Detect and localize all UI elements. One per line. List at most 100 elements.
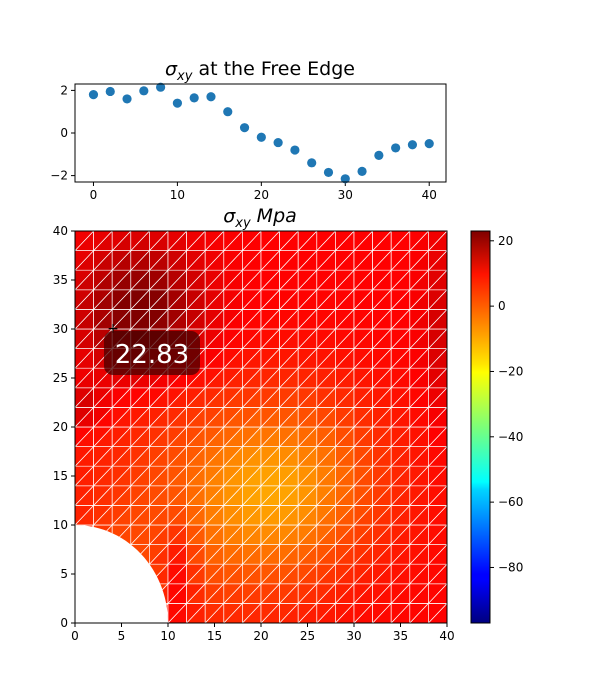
mesh-element [75, 582, 94, 604]
mesh-element [111, 231, 132, 252]
heatmap-y-tick-label: 35 [53, 273, 68, 287]
mesh-element [129, 602, 150, 623]
top-x-tick-label: 20 [254, 188, 269, 202]
mesh-element [75, 563, 95, 585]
data-point [172, 98, 183, 108]
data-point [105, 86, 115, 97]
mesh-element [130, 603, 151, 623]
colorbar-tick-label: −40 [498, 430, 523, 444]
heatmap-y-tick-label: 10 [53, 518, 68, 532]
top-chart-points [88, 82, 434, 184]
mesh-element [260, 231, 281, 252]
heatmap-x-tick-label: 30 [346, 629, 361, 643]
mesh-element [111, 544, 132, 566]
mesh-element [149, 603, 169, 623]
top-title-sub: xy [176, 69, 193, 84]
data-point [340, 174, 350, 184]
data-point [206, 92, 216, 102]
mesh-element [242, 231, 262, 252]
heatmap-y-tick-label: 30 [53, 322, 68, 336]
colorbar-tick-label: 20 [498, 234, 513, 248]
data-point [156, 82, 166, 92]
data-point [189, 93, 199, 103]
top-x-tick-label: 40 [422, 188, 437, 202]
mesh-element [167, 231, 188, 252]
mesh-element [75, 231, 95, 252]
data-point [223, 107, 233, 117]
heatmap-x-tick-label: 25 [300, 629, 315, 643]
mesh-element [130, 583, 151, 605]
heatmap-ticks: 0 5 10 15 20 25 30 35 40 0 5 10 15 20 25 30 35 40 [53, 224, 455, 643]
data-point [256, 132, 266, 142]
mesh-element [75, 563, 94, 585]
data-point [139, 86, 149, 96]
top-x-tick-label: 0 [90, 188, 98, 202]
mesh-element [130, 563, 151, 585]
mesh-element [93, 583, 114, 605]
colorbar-tick-label: −80 [498, 560, 523, 574]
data-point [239, 123, 250, 133]
mesh-element [223, 231, 244, 252]
top-y-tick-label: 2 [60, 83, 68, 97]
heatmap-title-rest: Mpa [251, 205, 297, 227]
data-point [424, 139, 434, 149]
mesh-element [297, 231, 318, 252]
mesh-element [93, 231, 114, 252]
colorbar-tick-label: −60 [498, 495, 523, 509]
mesh-element [75, 524, 95, 546]
top-chart-frame [74, 83, 447, 183]
top-chart-title: σxy at the Free Edge [165, 58, 355, 84]
mesh-element [111, 543, 132, 565]
colorbar-tick-label: −20 [498, 364, 523, 378]
data-point [290, 145, 300, 155]
mesh-element [316, 231, 337, 252]
top-x-tick-label: 10 [170, 188, 185, 202]
data-point [374, 150, 384, 160]
mesh-element [93, 544, 114, 566]
heatmap-x-tick-label: 5 [118, 629, 126, 643]
mesh-element [353, 231, 374, 252]
heatmap-y-tick-label: 5 [60, 567, 68, 581]
top-chart-ticks: 0 10 20 30 40 −2 0 2 [50, 83, 437, 202]
colorbar-ticks: 20 0 −20 −40 −60 −80 [490, 234, 523, 574]
mesh-element [186, 231, 207, 252]
data-point [307, 158, 317, 168]
mesh-element [75, 583, 95, 605]
mesh-element [372, 231, 393, 252]
heatmap-title-sigma: σ [223, 205, 236, 227]
mesh-element [92, 582, 113, 604]
data-point [323, 167, 334, 178]
colorbar-tick-label: 0 [498, 299, 506, 313]
heatmap-mesh [75, 231, 447, 623]
mesh-element [111, 582, 132, 604]
mesh-element [111, 583, 132, 605]
heatmap-x-tick-label: 20 [253, 629, 268, 643]
mesh-element [75, 602, 94, 623]
data-point [88, 90, 99, 100]
heatmap-y-tick-label: 20 [53, 420, 68, 434]
mesh-element [130, 231, 151, 252]
mesh-element [335, 231, 355, 252]
data-point [391, 143, 401, 153]
max-annotation: + 22.83 [104, 321, 200, 375]
top-y-tick-label: 0 [60, 126, 68, 140]
top-title-sigma: σ [165, 58, 178, 80]
mesh-element [93, 524, 114, 546]
top-x-tick-label: 30 [338, 188, 353, 202]
heatmap-y-tick-label: 15 [53, 469, 68, 483]
free-edge-chart: σxy at the Free Edge 0 10 20 30 40 −2 0 2 [50, 58, 447, 202]
heatmap-y-tick-label: 0 [60, 616, 68, 630]
max-annotation-text: 22.83 [115, 340, 189, 370]
heatmap-title: σxy Mpa [223, 205, 297, 231]
mesh-element [111, 602, 132, 623]
mesh-element [75, 543, 94, 565]
mesh-element [148, 602, 169, 623]
colorbar: 20 0 −20 −40 −60 −80 [470, 230, 523, 624]
data-point [407, 140, 418, 150]
mesh-element [428, 231, 447, 252]
mesh-element [92, 563, 113, 585]
mesh-element [92, 602, 113, 623]
heatmap-title-sub: xy [234, 216, 251, 231]
mesh-element [111, 603, 132, 623]
